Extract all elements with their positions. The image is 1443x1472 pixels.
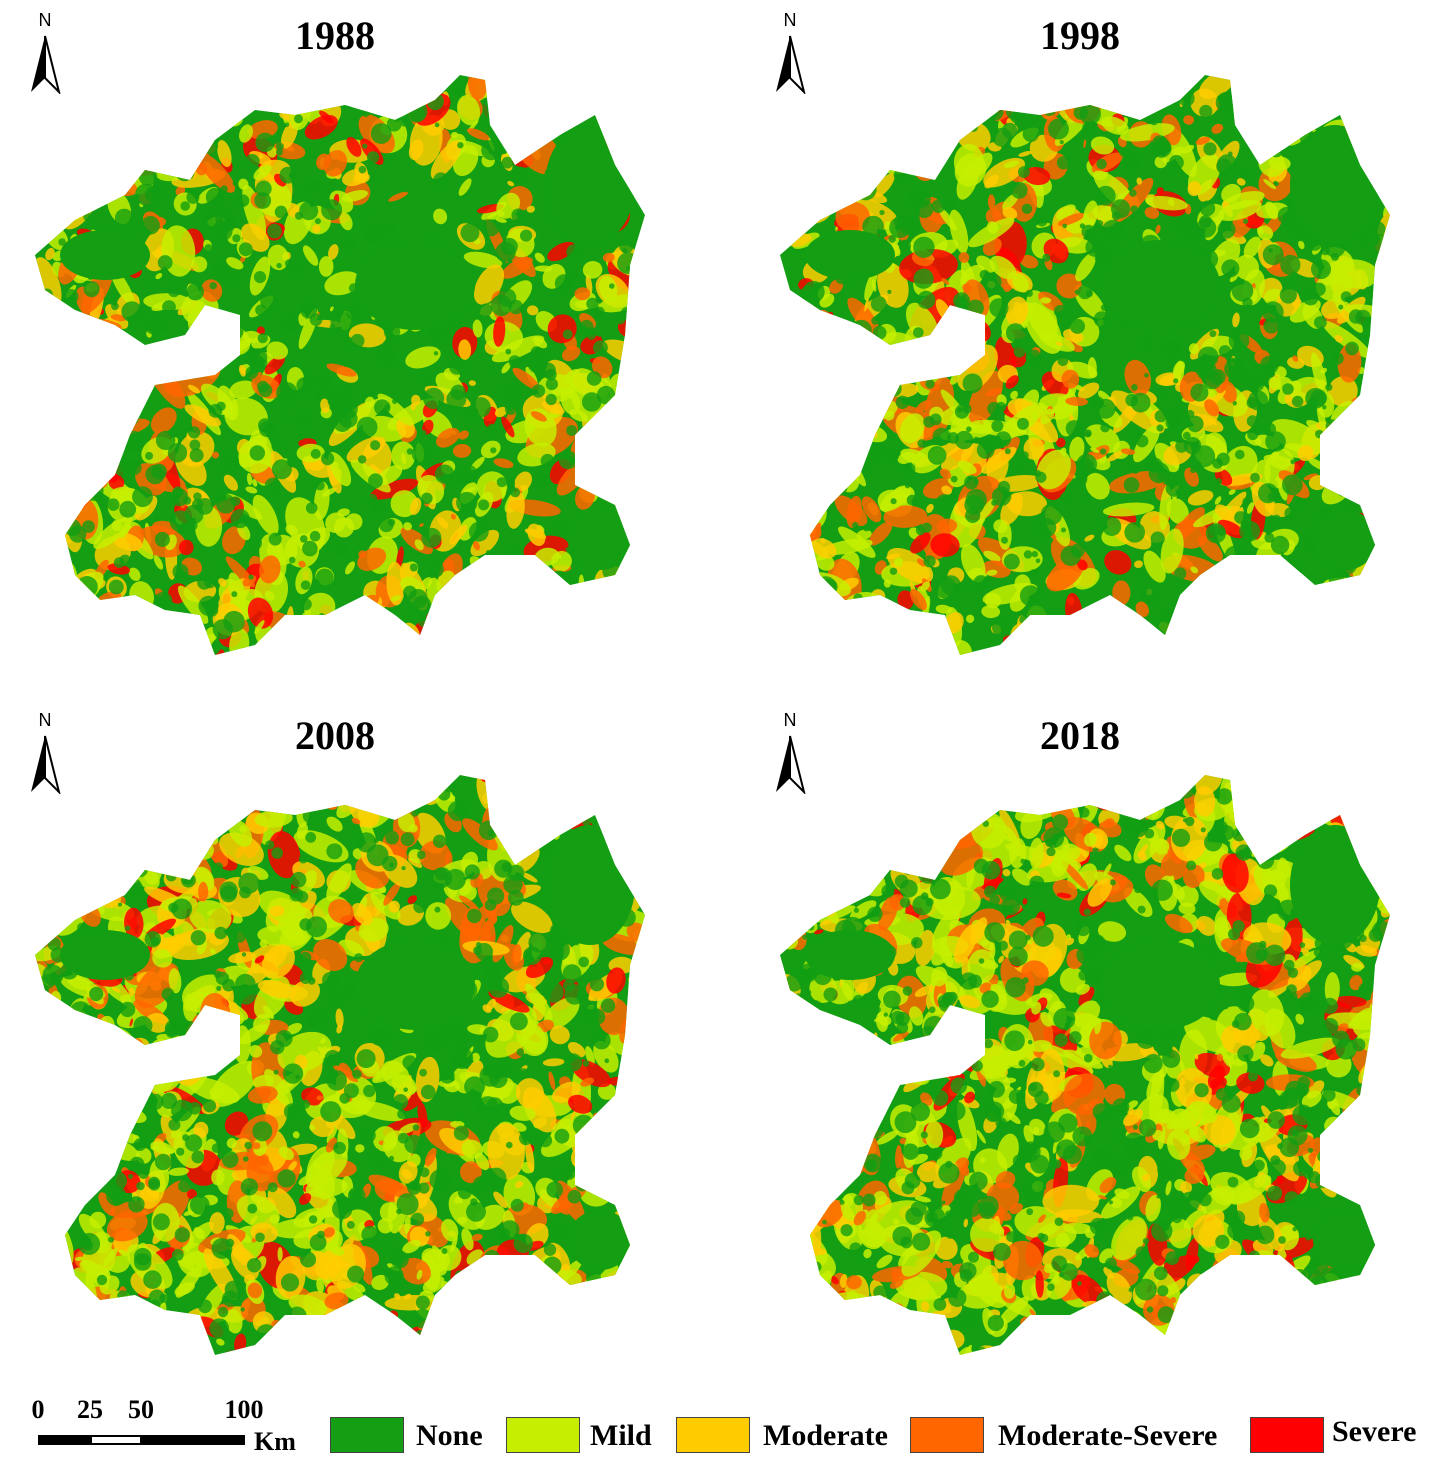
scale-segment xyxy=(141,1435,245,1445)
scale-tick: 50 xyxy=(128,1395,154,1424)
legend-swatch-moderate-severe xyxy=(910,1417,984,1453)
north-label: N xyxy=(38,710,52,730)
panel-title: 2008 xyxy=(295,713,375,758)
legend: None Mild Moderate Moderate-Severe Sever… xyxy=(330,1415,1430,1460)
legend-label: None xyxy=(416,1419,483,1452)
erosion-map xyxy=(780,775,1390,1355)
legend-swatch-moderate xyxy=(676,1417,750,1453)
map-panel-2018: 2018 N xyxy=(760,700,1443,1380)
erosion-map xyxy=(35,75,645,655)
north-arrow-icon: N xyxy=(772,710,812,795)
scale-tick: 25 xyxy=(77,1395,103,1424)
legend-swatch-severe xyxy=(1250,1417,1324,1453)
north-label: N xyxy=(783,710,797,730)
legend-swatch-none xyxy=(330,1417,404,1453)
legend-label: Moderate-Severe xyxy=(998,1419,1218,1452)
north-label: N xyxy=(38,10,52,30)
panel-title: 1988 xyxy=(295,13,375,58)
panel-title: 1998 xyxy=(1040,13,1120,58)
north-arrow-icon: N xyxy=(772,10,812,95)
map-panel-2008: 2008 N xyxy=(15,700,715,1380)
erosion-map xyxy=(35,775,645,1355)
map-panel-1988: 1988 N xyxy=(15,0,715,680)
scale-segment xyxy=(90,1435,142,1445)
scale-tick: 100 xyxy=(224,1395,264,1424)
north-label: N xyxy=(783,10,797,30)
north-arrow-icon: N xyxy=(27,710,67,795)
scale-bar: 0 25 50 100 Km xyxy=(30,1395,330,1465)
map-panel-1998: 1998 N xyxy=(760,0,1443,680)
scale-tick: 0 xyxy=(31,1395,45,1424)
erosion-map xyxy=(780,75,1390,655)
legend-label: Mild xyxy=(590,1419,652,1452)
scale-unit: Km xyxy=(254,1427,296,1456)
scale-segment xyxy=(38,1435,90,1445)
panel-title: 2018 xyxy=(1040,713,1120,758)
legend-swatch-mild xyxy=(506,1417,580,1453)
legend-label: Moderate xyxy=(763,1419,888,1452)
north-arrow-icon: N xyxy=(27,10,67,95)
legend-label: Severe xyxy=(1332,1415,1417,1448)
